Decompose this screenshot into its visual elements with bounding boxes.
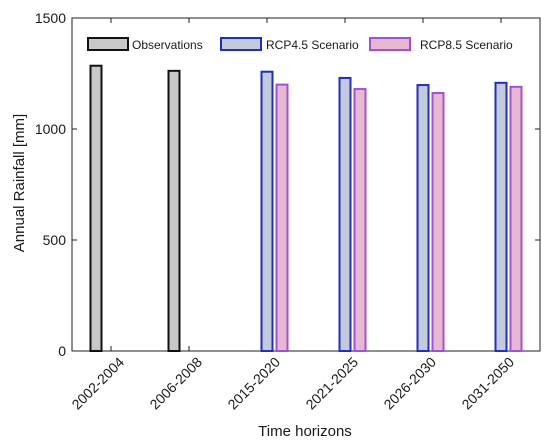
bar-rcp8-5-scenario-2031-2050: [509, 85, 523, 352]
bar-rcp4-5-scenario-2015-2020: [260, 70, 274, 352]
legend-label-observations: Observations: [132, 38, 203, 52]
x-axis-label: Time horizons: [258, 423, 352, 440]
bars: [89, 64, 523, 352]
y-tick-label: 1500: [35, 10, 66, 26]
x-tick-label: 2015-2020: [224, 354, 283, 413]
x-tick-label: 2026-2030: [380, 354, 439, 413]
x-tick-label: 2021-2025: [302, 354, 361, 413]
plot-frame: [71, 17, 541, 352]
legend-swatch-rcp4-5-scenario: [220, 37, 262, 51]
x-tick-label: 2002-2004: [68, 354, 127, 413]
legend: Observations RCP4.5 Scenario RCP8.5 Scenar…: [87, 37, 513, 52]
y-tick-label: 1000: [35, 121, 66, 137]
y-axis-label: Annual Rainfall [mm]: [11, 114, 28, 252]
legend-swatch-observations: [87, 37, 129, 51]
bar-rcp8-5-scenario-2026-2030: [431, 92, 445, 352]
y-tick-label: 500: [43, 232, 67, 248]
legend-label-rcp8-5-scenario: RCP8.5 Scenario: [420, 38, 513, 52]
y-tick-label: 0: [58, 343, 66, 359]
legend-label-rcp4-5-scenario: RCP4.5 Scenario: [266, 38, 359, 52]
bar-observations-2006-2008: [167, 69, 181, 352]
bar-observations-2002-2004: [89, 64, 103, 352]
x-tick-label: 2031-2050: [458, 354, 517, 413]
bar-rcp4-5-scenario-2021-2025: [338, 76, 352, 352]
bar-rcp4-5-scenario-2031-2050: [494, 81, 508, 352]
bar-rcp4-5-scenario-2026-2030: [416, 84, 430, 352]
bar-rcp8-5-scenario-2021-2025: [353, 88, 367, 352]
bar-rcp8-5-scenario-2015-2020: [275, 83, 289, 352]
legend-swatch-rcp8-5-scenario: [369, 37, 411, 51]
x-tick-label: 2006-2008: [146, 354, 205, 413]
